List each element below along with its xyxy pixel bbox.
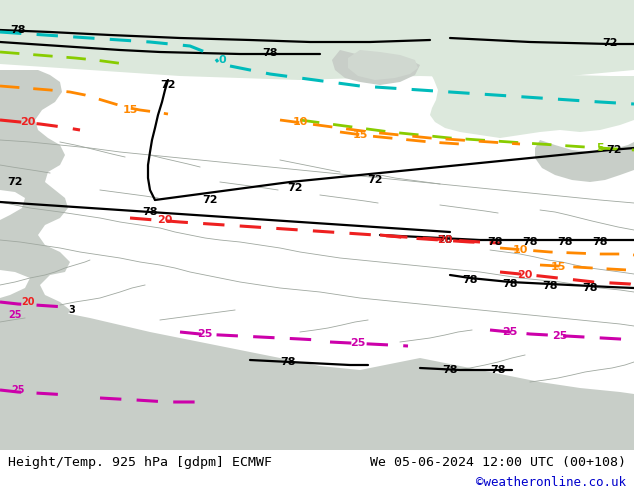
- Text: 25: 25: [197, 329, 212, 339]
- Text: 78: 78: [10, 25, 26, 35]
- Polygon shape: [260, 395, 328, 450]
- Text: 20: 20: [437, 235, 453, 245]
- Text: 20: 20: [157, 215, 172, 225]
- Text: 78: 78: [443, 365, 458, 375]
- Text: Height/Temp. 925 hPa [gdpm] ECMWF: Height/Temp. 925 hPa [gdpm] ECMWF: [8, 456, 272, 468]
- Text: 72: 72: [287, 183, 303, 193]
- Polygon shape: [348, 50, 418, 80]
- Text: 25: 25: [8, 310, 22, 320]
- Polygon shape: [0, 305, 634, 450]
- Polygon shape: [470, 385, 540, 450]
- Text: 78: 78: [142, 207, 158, 217]
- Polygon shape: [165, 392, 240, 450]
- Polygon shape: [0, 0, 634, 80]
- Text: 0: 0: [218, 55, 226, 65]
- Text: 72: 72: [7, 177, 23, 187]
- Text: 78: 78: [592, 237, 608, 247]
- Text: 78: 78: [542, 281, 558, 291]
- Polygon shape: [0, 362, 110, 450]
- Text: 25: 25: [552, 331, 567, 341]
- Text: 72: 72: [602, 38, 618, 48]
- Polygon shape: [430, 60, 634, 138]
- Text: 78: 78: [462, 275, 478, 285]
- Text: 25: 25: [502, 327, 518, 337]
- Polygon shape: [95, 390, 175, 450]
- Text: 78: 78: [437, 235, 453, 245]
- Polygon shape: [548, 392, 618, 450]
- Text: 72: 72: [367, 175, 383, 185]
- Text: 78: 78: [582, 283, 598, 293]
- Text: ©weatheronline.co.uk: ©weatheronline.co.uk: [476, 475, 626, 489]
- Text: 72: 72: [160, 80, 176, 90]
- Text: 15: 15: [353, 130, 368, 140]
- Text: 78: 78: [557, 237, 573, 247]
- Polygon shape: [590, 400, 634, 450]
- Text: 20: 20: [20, 117, 36, 127]
- Text: 15: 15: [122, 105, 138, 115]
- Text: 20: 20: [22, 297, 35, 307]
- Text: 20: 20: [517, 270, 533, 280]
- Text: 78: 78: [490, 365, 506, 375]
- Text: 10: 10: [292, 117, 307, 127]
- Text: 25: 25: [11, 385, 25, 395]
- Text: 78: 78: [488, 237, 503, 247]
- Text: 72: 72: [202, 195, 217, 205]
- Text: 72: 72: [606, 145, 622, 155]
- Polygon shape: [350, 400, 415, 450]
- Polygon shape: [332, 50, 420, 85]
- Text: 10: 10: [512, 245, 527, 255]
- Text: 78: 78: [262, 48, 278, 58]
- Text: We 05-06-2024 12:00 UTC (00+108): We 05-06-2024 12:00 UTC (00+108): [370, 456, 626, 468]
- Text: 78: 78: [522, 237, 538, 247]
- Text: 25: 25: [351, 338, 366, 348]
- Polygon shape: [0, 70, 70, 330]
- Text: 5: 5: [596, 143, 604, 153]
- Text: 78: 78: [502, 279, 518, 289]
- Polygon shape: [535, 140, 634, 182]
- Text: 15: 15: [550, 262, 566, 272]
- Text: 78: 78: [280, 357, 295, 367]
- Text: 3: 3: [68, 305, 75, 315]
